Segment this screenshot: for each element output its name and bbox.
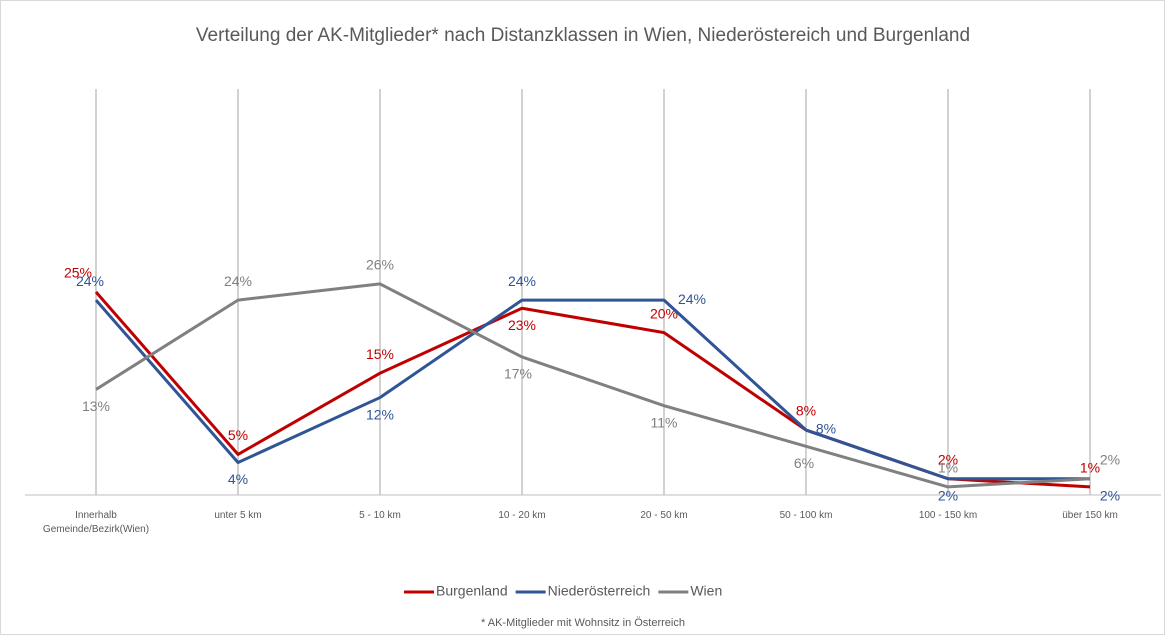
legend-label: Wien: [690, 583, 722, 599]
data-label: 4%: [228, 471, 248, 487]
x-tick-label: 100 - 150 km: [918, 510, 978, 521]
data-label: 26%: [366, 257, 394, 273]
data-label: 1%: [1080, 460, 1100, 476]
line-series: [94, 298, 1090, 481]
x-tick-label: über 150 km: [1062, 510, 1118, 521]
data-label: 25%: [64, 265, 92, 281]
data-label: 20%: [650, 305, 678, 321]
x-tick-label: Innerhalb Gemeinde/Bezirk(Wien): [42, 510, 150, 535]
data-label: 11%: [651, 414, 678, 430]
data-label: 12%: [366, 406, 394, 422]
x-tick-label: 10 - 20 km: [498, 510, 546, 521]
data-label: 24%: [508, 273, 536, 289]
data-label: 15%: [366, 346, 394, 362]
data-label: 13%: [82, 398, 110, 414]
x-tick-label: 50 - 100 km: [779, 510, 833, 521]
data-label: 17%: [504, 366, 532, 382]
x-tick-label: unter 5 km: [214, 510, 262, 521]
data-label: 24%: [224, 273, 252, 289]
data-label: 24%: [678, 291, 706, 307]
data-label: 5%: [228, 427, 248, 443]
line-series: [95, 282, 1091, 489]
data-label: 2%: [1100, 487, 1120, 503]
data-label: 2%: [938, 451, 958, 467]
chart-title: Verteilung der AK-Mitglieder* nach Dista…: [196, 25, 970, 46]
legend-label: Burgenland: [436, 583, 508, 599]
x-tick-label: 5 - 10 km: [359, 510, 401, 521]
data-label: 8%: [816, 421, 836, 437]
data-label: 1%: [938, 460, 958, 476]
data-label: 24%: [76, 273, 104, 289]
data-label: 8%: [796, 403, 816, 419]
legend-label: Niederösterreich: [548, 583, 651, 599]
data-label: 2%: [938, 487, 958, 503]
x-tick-label: 20 - 50 km: [640, 510, 688, 521]
footnote: * AK-Mitglieder mit Wohnsitz in Österrei…: [481, 617, 685, 629]
data-label: 23%: [508, 317, 536, 333]
data-label: 2%: [1100, 451, 1120, 467]
data-label: 6%: [794, 455, 814, 471]
